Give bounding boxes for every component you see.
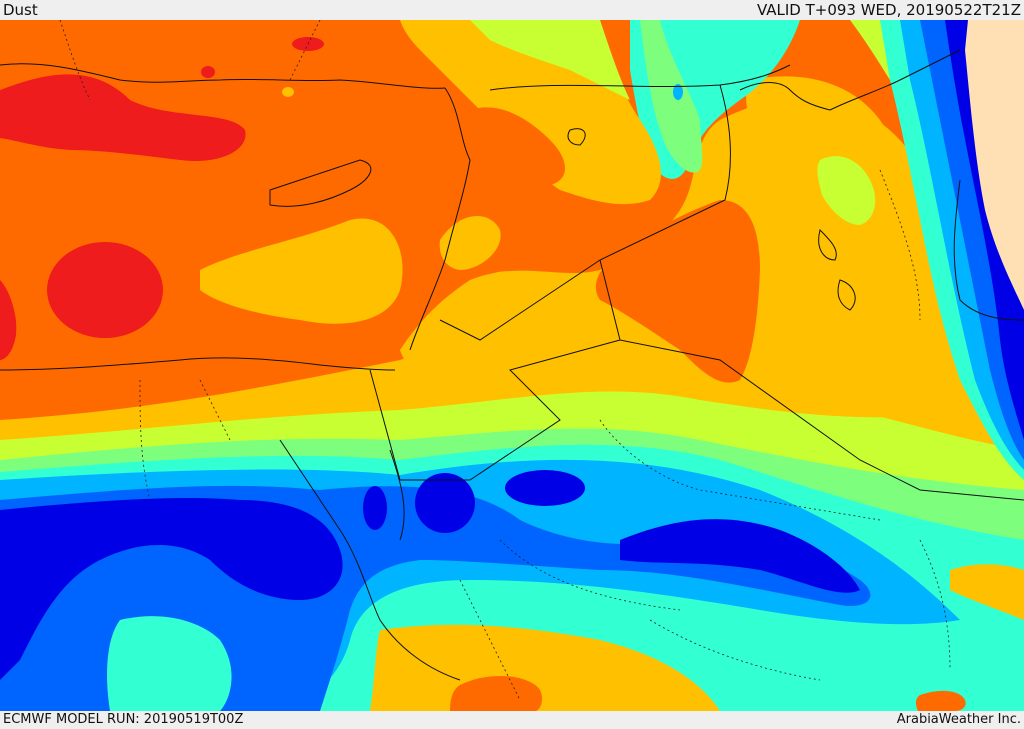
field-high-far-south <box>450 675 543 711</box>
field-title: Dust <box>3 1 38 19</box>
field-very-high-west-edge <box>0 280 17 360</box>
field-lightgreen-north <box>600 20 703 173</box>
province-borders <box>59 20 951 701</box>
field-darkblue-blob-3 <box>620 519 860 593</box>
field-medium-southeast <box>950 564 1024 620</box>
dust-field-svg <box>0 20 1024 711</box>
field-darkblue-blob-4 <box>363 486 387 530</box>
field-darkblue-blob-1 <box>415 473 475 533</box>
field-very-high-northwest <box>0 74 246 161</box>
field-high-southeast <box>915 690 966 711</box>
field-medium-small-blob <box>439 216 501 270</box>
coastlines <box>0 49 1024 681</box>
field-medium-south-blob <box>479 271 541 315</box>
field-green-north-middle <box>470 20 630 100</box>
field-darkblue-south <box>0 498 343 680</box>
field-lightblue-north-dot <box>673 84 683 100</box>
credit: ArabiaWeather Inc. <box>896 712 1021 727</box>
field-medium-north-dot <box>282 87 294 97</box>
field-very-high-west-blob <box>47 242 163 338</box>
field-high-north-middle <box>470 107 565 185</box>
field-medium-west-blob <box>200 218 403 324</box>
field-green-east-inner <box>817 156 876 225</box>
country-borders <box>369 64 1024 501</box>
dust-map <box>0 20 1024 711</box>
valid-time: VALID T+093 WED, 20190522T21Z <box>756 1 1021 19</box>
model-run: ECMWF MODEL RUN: 20190519T00Z <box>3 712 244 727</box>
bottom-bar: ECMWF MODEL RUN: 20190519T00Z ArabiaWeat… <box>0 711 1024 729</box>
field-none-east <box>965 20 1024 310</box>
field-high-central-east <box>595 200 760 383</box>
top-bar: Dust VALID T+093 WED, 20190522T21Z <box>0 0 1024 20</box>
field-cyan-southwest <box>107 616 232 711</box>
field-very-high-north-dot-2 <box>201 66 215 78</box>
field-darkblue-blob-2 <box>505 470 585 506</box>
